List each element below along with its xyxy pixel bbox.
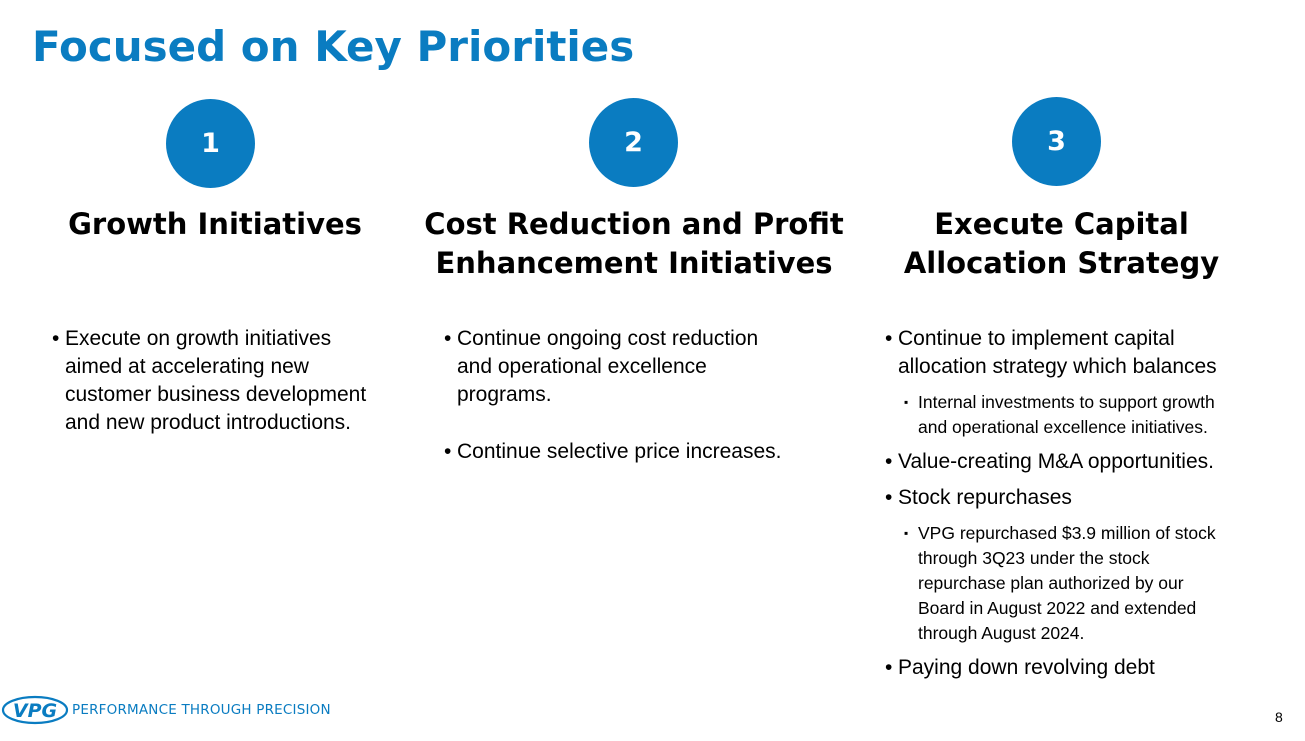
sub-bullet-line: and operational excellence initiatives.	[918, 417, 1208, 437]
bullet-line: Paying down revolving debt	[898, 656, 1155, 679]
priority-bullet-list: Continue to implement capital allocation…	[885, 325, 1295, 682]
bullet-item: Continue ongoing cost reduction and oper…	[444, 325, 844, 409]
priority-heading: Growth Initiatives	[40, 205, 390, 244]
heading-line: Enhancement Initiatives	[435, 246, 833, 280]
bullet-line: Continue selective price increases.	[457, 440, 782, 463]
sub-bullet-item: VPG repurchased $3.9 million of stock th…	[898, 521, 1295, 646]
sub-bullet-line: Board in August 2022 and extended	[918, 598, 1197, 618]
sub-bullet-list: Internal investments to support growth a…	[898, 390, 1295, 440]
priority-bullet-list: Continue ongoing cost reduction and oper…	[444, 325, 844, 466]
priority-number-badge: 1	[166, 99, 255, 188]
sub-bullet-item: Internal investments to support growth a…	[898, 390, 1295, 440]
heading-line: Cost Reduction and Profit	[424, 207, 844, 241]
sub-bullet-line: through August 2024.	[918, 623, 1085, 643]
heading-line: Growth Initiatives	[68, 207, 362, 241]
bullet-line: Continue to implement capital	[898, 327, 1175, 350]
page-number: 8	[1275, 709, 1283, 725]
bullet-line: Stock repurchases	[898, 486, 1072, 509]
slide-title: Focused on Key Priorities	[32, 22, 635, 71]
heading-line: Execute Capital	[934, 207, 1189, 241]
bullet-item: Execute on growth initiatives aimed at a…	[52, 325, 412, 437]
bullet-line: aimed at accelerating new	[65, 355, 309, 378]
priority-number-badge: 2	[589, 98, 678, 187]
priority-heading: Execute Capital Allocation Strategy	[880, 205, 1243, 283]
sub-bullet-list: VPG repurchased $3.9 million of stock th…	[898, 521, 1295, 646]
bullet-line: and new product introductions.	[65, 411, 352, 434]
bullet-line: Execute on growth initiatives	[65, 327, 332, 350]
priority-number-badge: 3	[1012, 97, 1101, 186]
bullet-item: Continue to implement capital allocation…	[885, 325, 1295, 440]
heading-line: Allocation Strategy	[903, 246, 1220, 280]
bullet-item: Value-creating M&A opportunities.	[885, 448, 1295, 476]
footer-tagline: PERFORMANCE THROUGH PRECISION	[72, 702, 331, 718]
bullet-line: Value-creating M&A opportunities.	[898, 450, 1214, 473]
bullet-line: allocation strategy which balances	[898, 355, 1217, 378]
logo-text: VPG	[13, 700, 57, 722]
bullet-item: Continue selective price increases.	[444, 438, 844, 466]
bullet-item: Paying down revolving debt	[885, 654, 1295, 682]
priority-bullet-list: Execute on growth initiatives aimed at a…	[52, 325, 412, 437]
bullet-line: customer business development	[65, 383, 367, 406]
sub-bullet-line: through 3Q23 under the stock	[918, 548, 1150, 568]
bullet-line: and operational excellence	[457, 355, 707, 378]
sub-bullet-line: Internal investments to support growth	[918, 392, 1215, 412]
sub-bullet-line: repurchase plan authorized by our	[918, 573, 1184, 593]
priority-heading: Cost Reduction and Profit Enhancement In…	[424, 205, 844, 283]
bullet-line: programs.	[457, 383, 552, 406]
vpg-logo-icon: VPG	[1, 695, 69, 725]
bullet-item: Stock repurchases VPG repurchased $3.9 m…	[885, 484, 1295, 646]
bullet-line: Continue ongoing cost reduction	[457, 327, 759, 350]
sub-bullet-line: VPG repurchased $3.9 million of stock	[918, 523, 1216, 543]
